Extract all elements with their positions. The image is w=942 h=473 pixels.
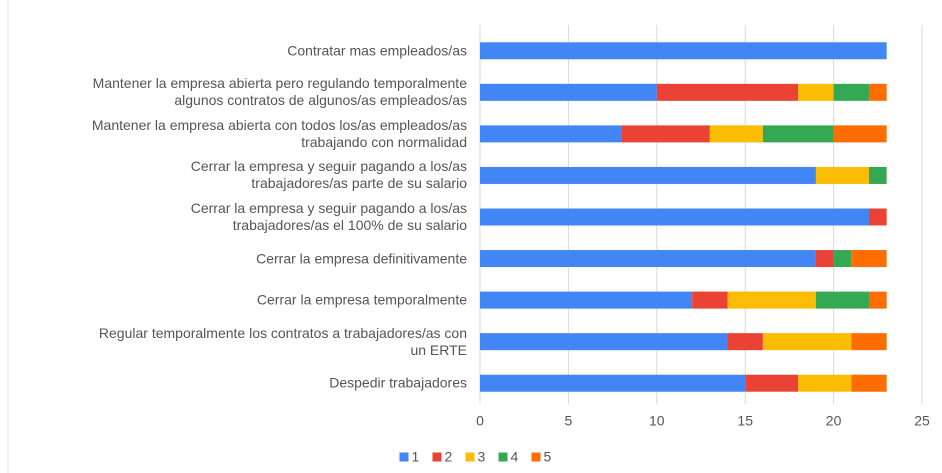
legend-label: 3 xyxy=(478,449,486,465)
legend-label: 4 xyxy=(511,449,519,465)
bar-segment xyxy=(815,166,869,184)
legend-swatch xyxy=(498,452,508,462)
bar-segment xyxy=(480,42,887,60)
legend-swatch xyxy=(399,452,409,462)
bar-segment xyxy=(621,125,710,143)
bar-segment xyxy=(480,291,693,309)
bar-segment xyxy=(709,125,763,143)
bar-segment xyxy=(656,83,799,101)
legend-label: 1 xyxy=(412,449,420,465)
bar-segment xyxy=(851,374,887,392)
bar-segment xyxy=(480,374,746,392)
bar-segment xyxy=(762,125,834,143)
bar-segment xyxy=(833,250,852,268)
y-tick-label: Regular temporalmente los contratos a tr… xyxy=(98,324,467,358)
legend-label: 2 xyxy=(445,449,453,465)
bar-segment xyxy=(762,333,852,351)
bar-segment xyxy=(745,374,799,392)
bar-segment xyxy=(798,374,852,392)
bar-segment xyxy=(833,83,869,101)
y-tick-label: Mantener la empresa abierta pero regulan… xyxy=(92,75,467,109)
bar-segment xyxy=(868,291,887,309)
bar-segment xyxy=(480,333,728,351)
bar-segment xyxy=(480,83,657,101)
bar-segment xyxy=(480,208,869,226)
bar-segment xyxy=(727,333,763,351)
x-tick-label: 20 xyxy=(826,413,842,429)
bar-segment xyxy=(868,83,887,101)
x-tick-label: 15 xyxy=(737,413,753,429)
bar-segment xyxy=(833,125,887,143)
bar-segment xyxy=(851,250,887,268)
x-tick-label: 25 xyxy=(914,413,930,429)
x-tick-label: 0 xyxy=(476,413,484,429)
bar-segment xyxy=(727,291,816,309)
y-tick-label: Despedir trabajadores xyxy=(329,374,467,391)
legend-swatch xyxy=(465,452,475,462)
bar-segment xyxy=(851,333,887,351)
x-tick-label: 10 xyxy=(649,413,665,429)
bar-segment xyxy=(815,291,869,309)
legend-swatch xyxy=(531,452,541,462)
y-tick-label: Cerrar la empresa definitivamente xyxy=(256,250,467,267)
bar-segment xyxy=(815,250,834,268)
y-tick-label: Cerrar la empresa y seguir pagando a los… xyxy=(190,200,467,233)
bar-segment xyxy=(798,83,834,101)
bar-segment xyxy=(480,250,816,268)
bar-segment xyxy=(480,166,816,184)
y-tick-label: Cerrar la empresa y seguir pagando a los… xyxy=(190,158,467,192)
legend-swatch xyxy=(432,452,442,462)
y-tick-label: Cerrar la empresa temporalmente xyxy=(256,291,467,308)
bar-segment xyxy=(868,166,887,184)
bar-segment xyxy=(480,125,622,143)
x-tick-label: 5 xyxy=(565,413,573,429)
y-tick-label: Mantener la empresa abierta con todos lo… xyxy=(91,116,467,150)
bar-segment xyxy=(692,291,728,309)
y-tick-label: Contratar mas empleados/as xyxy=(287,42,467,59)
bar-segment xyxy=(868,208,887,226)
legend-label: 5 xyxy=(544,449,552,465)
